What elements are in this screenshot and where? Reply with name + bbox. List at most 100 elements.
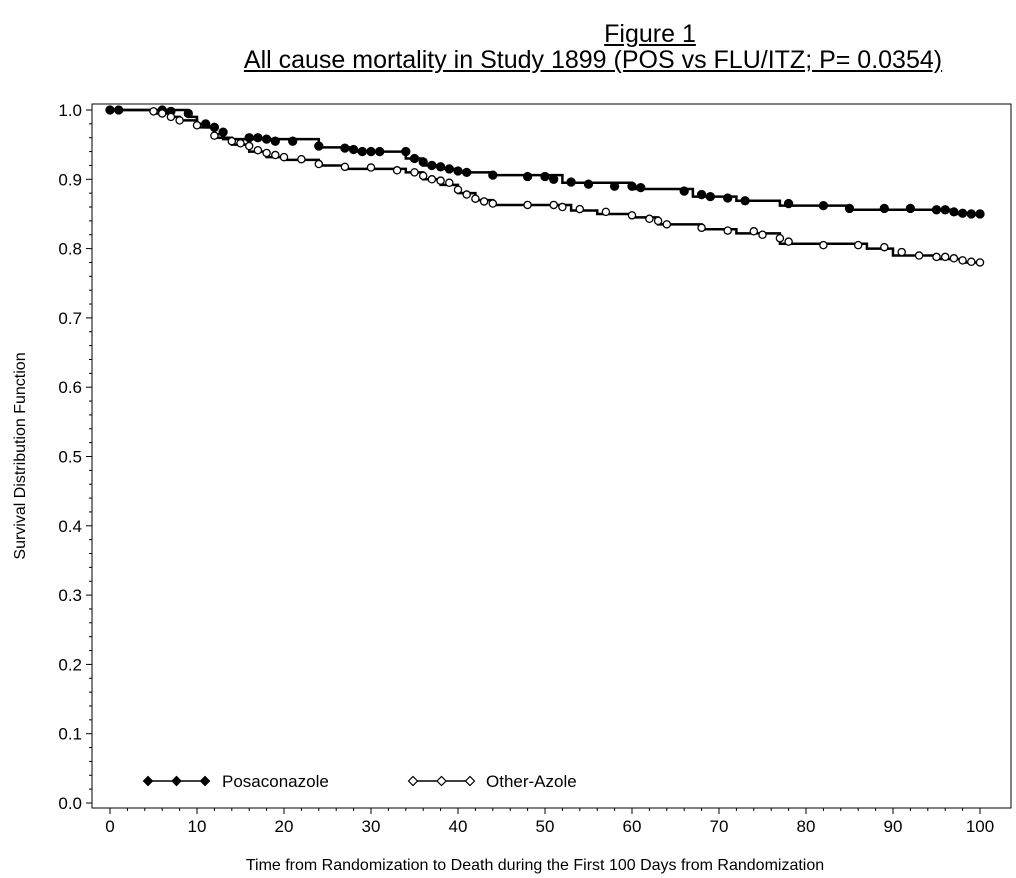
posaconazole-censor-marker <box>218 127 228 137</box>
y-tick-label: 0.7 <box>58 309 82 328</box>
y-axis-title: Survival Distribution Function <box>12 352 29 559</box>
other-azole-censor-marker <box>149 107 158 116</box>
other-azole-censor-marker <box>697 223 706 233</box>
y-tick-label: 1.0 <box>58 101 82 120</box>
other-azole-censor-marker <box>958 256 967 265</box>
legend-label: Posaconazole <box>222 772 329 791</box>
posaconazole-censor-marker <box>818 200 829 211</box>
other-azole-censor-marker <box>479 197 489 206</box>
posaconazole-censor-marker <box>740 196 750 206</box>
posaconazole-censor-marker <box>201 119 211 129</box>
other-azole-censor-marker <box>279 152 289 162</box>
other-azole-censor-marker <box>192 120 202 130</box>
posaconazole-censor-marker <box>975 209 985 219</box>
chart-title: Figure 1 <box>604 20 696 48</box>
x-tick-label: 90 <box>884 817 903 836</box>
other-azole-censor-marker <box>645 214 654 224</box>
other-azole-censor-marker <box>453 185 463 194</box>
posaconazole-censor-marker <box>549 174 559 184</box>
other-azole-censor-marker <box>314 159 324 169</box>
y-tick-label: 0.4 <box>58 517 82 536</box>
posaconazole-censor-marker <box>957 208 968 218</box>
legend-marker-icon <box>171 775 182 787</box>
posaconazole-censor-marker <box>375 146 385 157</box>
x-tick-label: 40 <box>449 817 468 836</box>
other-azole-censor-marker <box>445 178 454 188</box>
posaconazole-censor-marker <box>696 189 707 200</box>
chart-subtitle: All cause mortality in Study 1899 (POS v… <box>243 46 943 74</box>
legend: Posaconazole Other-Azole <box>142 772 577 791</box>
posaconazole-censor-marker <box>609 181 620 191</box>
other-azole-censor-marker <box>227 136 237 146</box>
other-azole-censor-marker <box>488 199 498 208</box>
other-azole-censor-marker <box>749 227 759 236</box>
y-tick-label: 0.2 <box>58 655 82 674</box>
y-tick-label: 0.3 <box>58 586 82 605</box>
posaconazole-censor-marker <box>340 143 350 153</box>
other-azole-censor-marker <box>662 220 672 229</box>
other-azole-censor-marker <box>853 240 863 250</box>
other-azole-censor-marker <box>880 242 889 252</box>
other-azole-censor-marker <box>897 247 906 257</box>
other-azole-censor-marker <box>410 168 419 177</box>
axes: 0.0 0.1 0.2 0.3 0.4 0.5 0.6 0.7 0.8 0.9 1.0 0 10 20 30… <box>12 101 1012 874</box>
series-line-posaconazole <box>110 108 980 216</box>
posaconazole-censor-marker <box>679 186 689 196</box>
other-azole-censor-marker <box>157 109 167 118</box>
other-azole-censor-marker <box>436 176 445 185</box>
posaconazole-censor-marker <box>409 153 420 164</box>
series-line-other-azole <box>110 108 980 264</box>
other-azole-censor-marker <box>775 233 785 243</box>
posaconazole-censor-marker <box>462 167 472 178</box>
posaconazole-censor-marker <box>401 146 411 157</box>
posaconazole-censor-marker <box>627 181 637 191</box>
other-azole-censor-marker <box>471 194 480 203</box>
posaconazole-censor-marker <box>261 134 272 144</box>
posaconazole-censor-marker <box>723 193 733 203</box>
other-azole-censor-marker <box>523 200 532 210</box>
posaconazole-censor-marker <box>444 164 454 174</box>
legend-marker-icon <box>464 775 476 787</box>
posaconazole-censor-marker <box>427 160 437 171</box>
x-tick-label: 60 <box>623 817 642 836</box>
posaconazole-censor-marker <box>105 105 115 115</box>
y-tick-label: 0.5 <box>58 448 82 467</box>
posaconazole-censor-marker <box>453 166 463 176</box>
other-azole-censor-marker <box>653 216 663 226</box>
other-azole-censor-marker <box>427 175 437 184</box>
posaconazole-censor-marker <box>940 205 950 215</box>
x-tick-label: 100 <box>966 817 994 836</box>
posaconazole-censor-marker <box>348 144 359 155</box>
other-azole-censor-marker <box>392 166 402 175</box>
posaconazole-censor-marker <box>583 179 594 189</box>
other-azole-censor-marker <box>949 254 959 263</box>
posaconazole-censor-marker <box>636 182 646 193</box>
other-azole-censor-marker <box>366 163 376 172</box>
legend-label: Other-Azole <box>486 772 577 791</box>
posaconazole-censor-marker <box>114 105 124 115</box>
other-azole-censor-marker <box>758 230 767 239</box>
posaconazole-censor-marker <box>540 171 550 182</box>
other-azole-censor-marker <box>253 145 263 155</box>
x-tick-label: 50 <box>536 817 555 836</box>
y-tick-label: 0.8 <box>58 240 82 259</box>
other-azole-censor-marker <box>166 112 176 122</box>
other-azole-censor-marker <box>914 251 924 260</box>
legend-marker-icon <box>436 775 447 787</box>
other-azole-censor-marker <box>262 148 271 158</box>
other-azole-censor-marker <box>418 171 428 181</box>
posaconazole-censor-marker <box>357 146 367 157</box>
other-azole-censor-marker <box>340 162 350 172</box>
posaconazole-censor-marker <box>931 205 942 215</box>
x-tick-label: 30 <box>362 817 381 836</box>
legend-marker-icon <box>199 775 211 787</box>
posaconazole-censor-marker <box>905 203 916 214</box>
other-azole-censor-marker <box>723 226 732 235</box>
other-azole-censor-marker <box>932 252 941 262</box>
other-azole-censor-marker <box>462 190 471 199</box>
posaconazole-censor-marker <box>270 136 280 146</box>
posaconazole-censor-marker <box>949 207 959 217</box>
x-axis-title: Time from Randomization to Death during … <box>246 857 824 874</box>
posaconazole-censor-marker <box>783 198 794 209</box>
